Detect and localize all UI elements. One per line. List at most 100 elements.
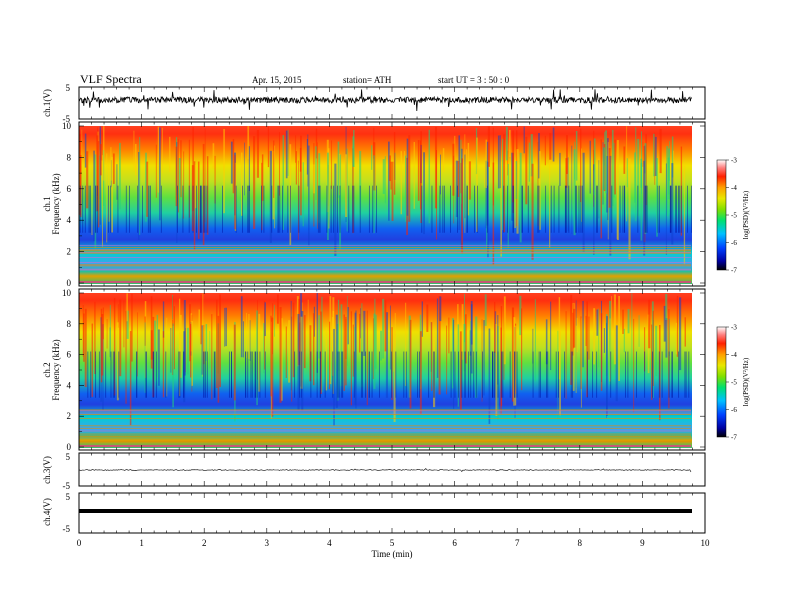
spectrogram-streak [214,185,216,233]
spectrogram-streak [110,185,112,233]
spectrogram-streak [313,164,316,194]
spectrogram-line [79,250,691,252]
spectrogram-streak [99,126,102,225]
spectrogram-streak [378,351,380,398]
spectrogram-streak [165,351,167,398]
spectrogram-streak [495,323,498,416]
spectrogram-streak [84,133,87,168]
spectrogram-streak [274,304,275,337]
spectrogram-streak [282,135,284,230]
spectrogram-streak [325,327,328,391]
spectrogram-streak [339,153,341,196]
spectrogram-streak [568,185,570,233]
spectrogram-streak [101,314,104,376]
spectrogram-streak [667,157,670,195]
spectrogram-streak [291,316,293,402]
x-tick-label: 4 [327,538,332,548]
x-tick-label: 8 [578,538,583,548]
spectrogram-streak [613,294,616,365]
spectrogram-streak [520,308,523,391]
spectrogram-line [79,281,691,283]
spectrogram-streak [173,306,175,370]
spectrogram-streak [428,129,431,224]
spectrogram-streak [155,144,157,198]
spectrogram-streak [279,185,281,233]
spectrogram-streak [212,143,215,169]
spectrogram-streak [337,141,340,198]
y-tick-label: 0 [67,442,72,452]
spectrogram-streak [261,185,262,233]
spectrogram-streak [172,319,174,375]
spectrogram-streak [269,150,272,243]
y-tick-label: 10 [62,288,72,298]
spectrogram-line [79,430,691,432]
spectrogram-streak [593,308,596,365]
spectrogram-streak [642,141,644,167]
spectrogram-streak [484,294,487,326]
spectrogram-streak [354,326,355,359]
spectrogram-streak [666,146,669,217]
spectrogram-streak [687,185,688,233]
spectrogram-streak [502,138,504,231]
spectrogram-streak [511,307,515,402]
spectrogram-streak [516,149,519,234]
spectrogram-streak [231,351,232,398]
spectrogram-streak [331,140,332,189]
spectrogram-streak [659,129,662,174]
spectrogram-streak [458,135,461,231]
spectrogram-streak [494,311,497,401]
spectrogram-streak [203,351,204,398]
spectrogram-streak [550,185,552,233]
spectrogram-streak [450,185,451,233]
spectrogram-streak [106,318,108,349]
spectrogram-streak [464,314,467,364]
spectrogram-streak [550,301,552,371]
spectrogram-streak [209,330,211,369]
spectrogram-line [79,414,691,415]
spectrogram-streak [644,145,646,174]
ch3-ylabel: ch.3(V) [42,456,52,484]
ch4-waveform-panel: 5 -5 ch.4(V) 0 1 2 3 4 5 6 7 8 9 10 Time (min) [42,492,710,559]
colorbar-tick-label: -3 [731,157,737,165]
spectrogram-streak [572,312,574,356]
spectrogram-streak [501,351,503,398]
spectrogram-streak [628,158,631,260]
spectrogram-streak [607,142,609,240]
spectrogram-streak [235,185,237,233]
spectrogram-streak [84,308,87,388]
spectrogram-streak [224,307,226,347]
spectrogram-streak [352,136,355,167]
spectrogram-streak [663,305,666,342]
spectrogram-streak [433,351,435,398]
spectrogram-streak [484,162,485,188]
spectrogram-streak [589,140,591,194]
spectrogram-streak [644,185,646,233]
spectrogram-streak [684,351,686,398]
spectrogram-streak [581,185,583,233]
spectrogram-streak [146,161,149,217]
spectrogram-streak [139,137,141,235]
spectrogram-streak [342,351,344,398]
spectrogram-streak [683,163,686,264]
spectrogram-streak [100,143,102,176]
spectrogram-streak [564,351,565,398]
spectrogram-line [79,427,691,429]
spectrogram-streak [353,185,355,233]
spectrogram-streak [290,300,292,391]
spectrogram-streak [483,320,485,396]
spectrogram-streak [646,185,648,233]
spectrogram-streak [409,319,412,409]
spectrogram-streak [564,185,566,233]
spectrogram-streak [96,185,98,233]
spectrogram-streak [582,300,584,368]
spectrogram-streak [244,142,245,196]
spectrogram-streak [678,351,680,398]
spectrogram-streak [635,127,637,222]
spectrogram-streak [522,185,523,233]
spectrogram-streak [515,161,518,199]
spectrogram-line [79,409,691,411]
spectrogram-streak [469,321,471,386]
spectrogram-streak [672,351,673,398]
spectrogram-streak [558,351,559,398]
